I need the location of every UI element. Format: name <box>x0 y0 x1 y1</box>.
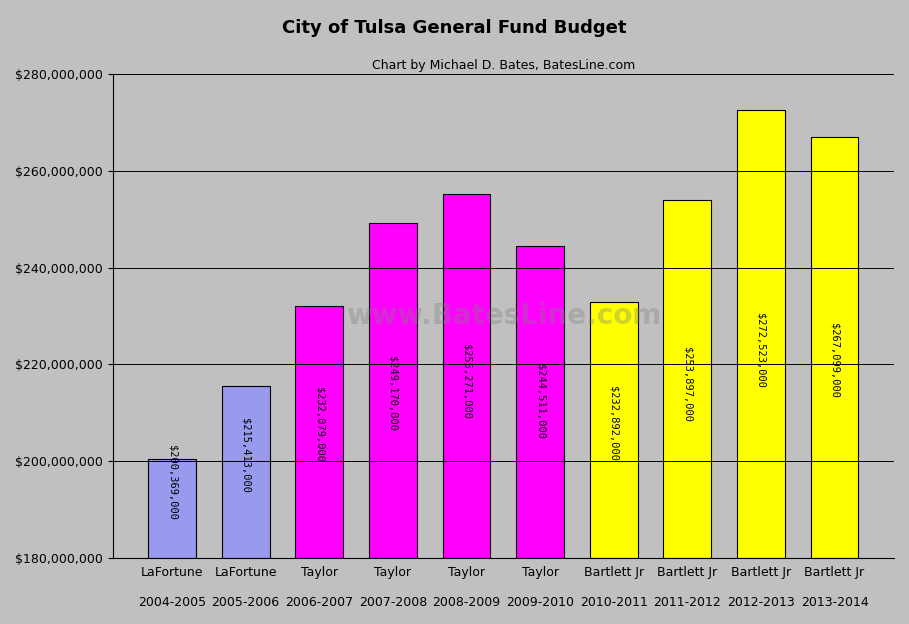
Text: $215,413,000: $215,413,000 <box>241 417 251 492</box>
Text: $200,369,000: $200,369,000 <box>167 446 177 520</box>
Bar <box>590 302 637 558</box>
Text: $267,099,000: $267,099,000 <box>830 323 840 397</box>
Bar <box>516 246 564 558</box>
Bar <box>443 194 491 558</box>
Bar <box>148 459 196 558</box>
Bar <box>222 386 270 558</box>
Text: City of Tulsa General Fund Budget: City of Tulsa General Fund Budget <box>283 19 626 37</box>
Text: $232,892,000: $232,892,000 <box>609 386 619 461</box>
Bar <box>664 200 711 558</box>
Text: $232,079,000: $232,079,000 <box>315 387 325 462</box>
Text: $249,170,000: $249,170,000 <box>388 356 398 431</box>
Bar <box>811 137 858 558</box>
Bar <box>369 223 417 558</box>
Bar <box>737 110 784 558</box>
Text: www.BatesLine.com: www.BatesLine.com <box>345 302 661 330</box>
Bar <box>295 306 344 558</box>
Title: Chart by Michael D. Bates, BatesLine.com: Chart by Michael D. Bates, BatesLine.com <box>372 59 634 72</box>
Text: $244,511,000: $244,511,000 <box>535 364 545 439</box>
Text: $253,897,000: $253,897,000 <box>683 347 693 422</box>
Text: $255,271,000: $255,271,000 <box>462 344 472 419</box>
Text: $272,523,000: $272,523,000 <box>756 313 766 388</box>
